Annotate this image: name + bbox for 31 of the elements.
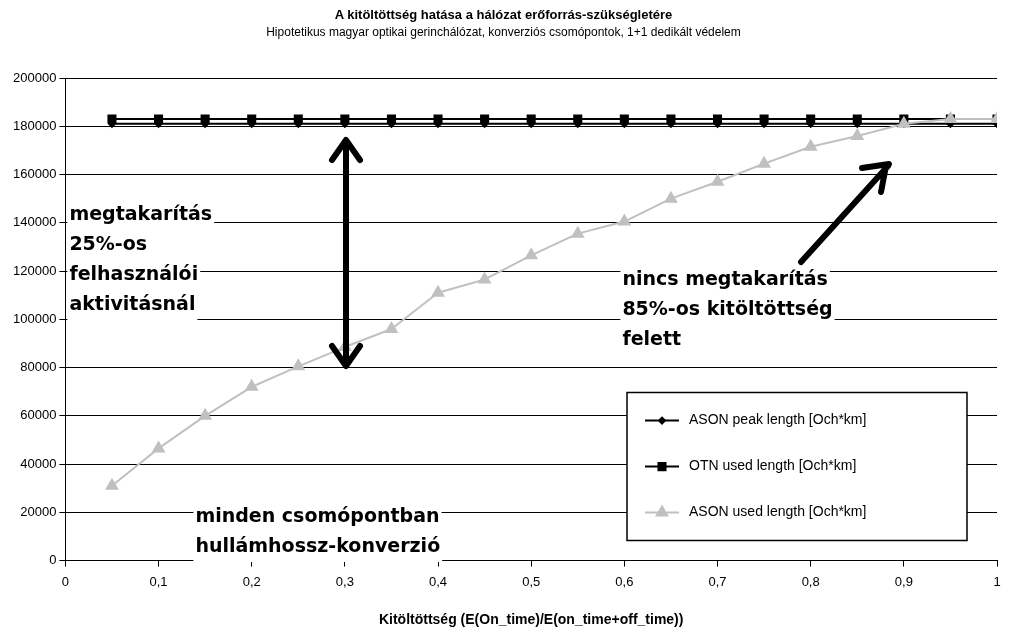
legend-label: ASON peak length [Och*km] (689, 411, 867, 428)
chart-title: A kitöltöttség hatása a hálózat erőforrás-szükségletére (334, 7, 673, 23)
y-tick-label: 120000 (12, 262, 57, 278)
y-tick-label: 180000 (12, 117, 57, 133)
x-tick-label: 1 (993, 573, 1001, 589)
y-tick-label: 200000 (12, 69, 57, 85)
y-tick-label: 100000 (12, 310, 57, 326)
y-tick-label: 80000 (20, 359, 57, 375)
y-tick-label: 160000 (12, 166, 57, 182)
annotation: nincs megtakarítás 85%-os kitöltöttség felett (622, 267, 833, 350)
x-tick-label: 0,8 (801, 573, 820, 589)
x-axis-title: Kitöltöttség (E(On_time)/E(on_time+off_time)) (378, 611, 684, 628)
legend-label: OTN used length [Och*km] (689, 457, 857, 474)
y-tick-label: 140000 (12, 214, 57, 230)
chart-subtitle: Hipotetikus magyar optikai gerinchálózat, konverziós csomópontok, 1+1 dedikált védelem (266, 25, 741, 40)
annotation: megtakarítás 25%-os felhasználói aktivitásnál (69, 202, 213, 315)
y-tick-label: 60000 (20, 407, 57, 423)
x-tick-label: 0 (61, 573, 69, 589)
y-tick-label: 40000 (20, 455, 57, 471)
x-tick-label: 0,4 (428, 573, 448, 589)
x-tick-label: 0,5 (522, 573, 541, 589)
x-tick-label: 0,3 (335, 573, 354, 589)
legend-label: ASON used length [Och*km] (689, 503, 867, 520)
y-tick-label: 0 (49, 552, 57, 568)
x-tick-label: 0,6 (615, 573, 634, 589)
x-tick-label: 0,2 (242, 573, 261, 589)
x-tick-label: 0,9 (894, 573, 913, 589)
x-tick-label: 0,1 (149, 573, 168, 589)
annotation: minden csomópontban hullámhossz-konverzió (195, 504, 441, 557)
y-tick-label: 20000 (20, 503, 57, 519)
x-tick-label: 0,7 (708, 573, 727, 589)
